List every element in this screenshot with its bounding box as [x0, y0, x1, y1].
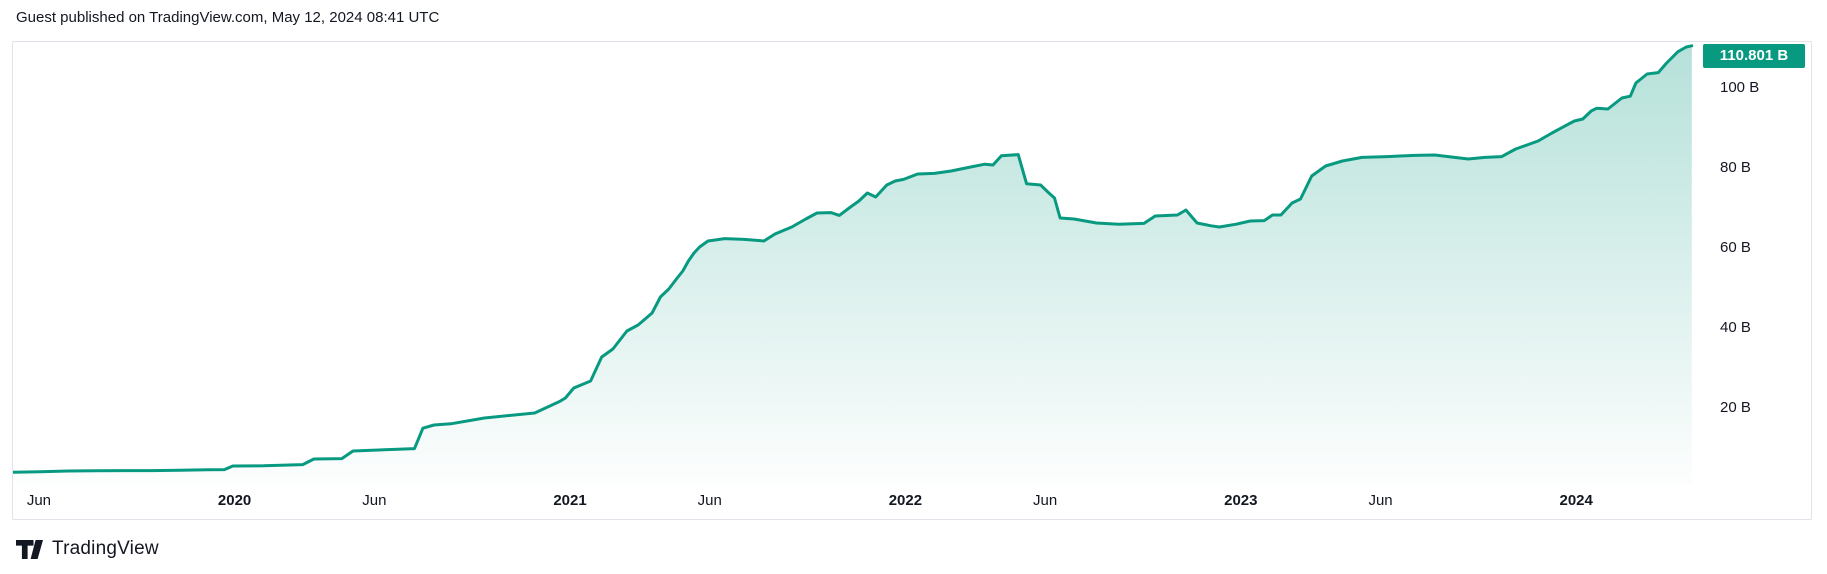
area-chart-canvas: [13, 44, 1694, 486]
chart-panel: [12, 41, 1812, 520]
attribution-text: Guest published on TradingView.com, May …: [16, 9, 440, 26]
x-axis-label: Jun: [1368, 492, 1393, 509]
y-axis-label: 20 B: [1720, 399, 1751, 416]
x-axis-label: 2023: [1224, 492, 1258, 509]
footer: TradingView: [16, 537, 159, 561]
x-axis-label: Jun: [1033, 492, 1058, 509]
x-axis-label: Jun: [26, 492, 52, 509]
y-axis-label: 80 B: [1720, 159, 1751, 176]
x-axis-label: 2020: [217, 492, 252, 509]
price-line: [13, 44, 1694, 474]
x-axis-label: 2021: [553, 492, 587, 509]
x-axis-label: 2024: [1559, 492, 1593, 509]
last-price-badge: 110.801 B: [1703, 44, 1805, 68]
y-axis-label: 60 B: [1720, 239, 1751, 256]
area-fill: [13, 45, 1692, 486]
tradingview-logo-icon: [16, 539, 43, 559]
y-axis-label: 40 B: [1720, 319, 1751, 336]
x-axis-label: 2022: [888, 492, 923, 509]
footer-brand-text: TradingView: [52, 538, 159, 559]
y-axis-label: 100 B: [1720, 79, 1760, 96]
x-axis-label: Jun: [362, 492, 387, 509]
x-axis-label: Jun: [697, 492, 722, 509]
